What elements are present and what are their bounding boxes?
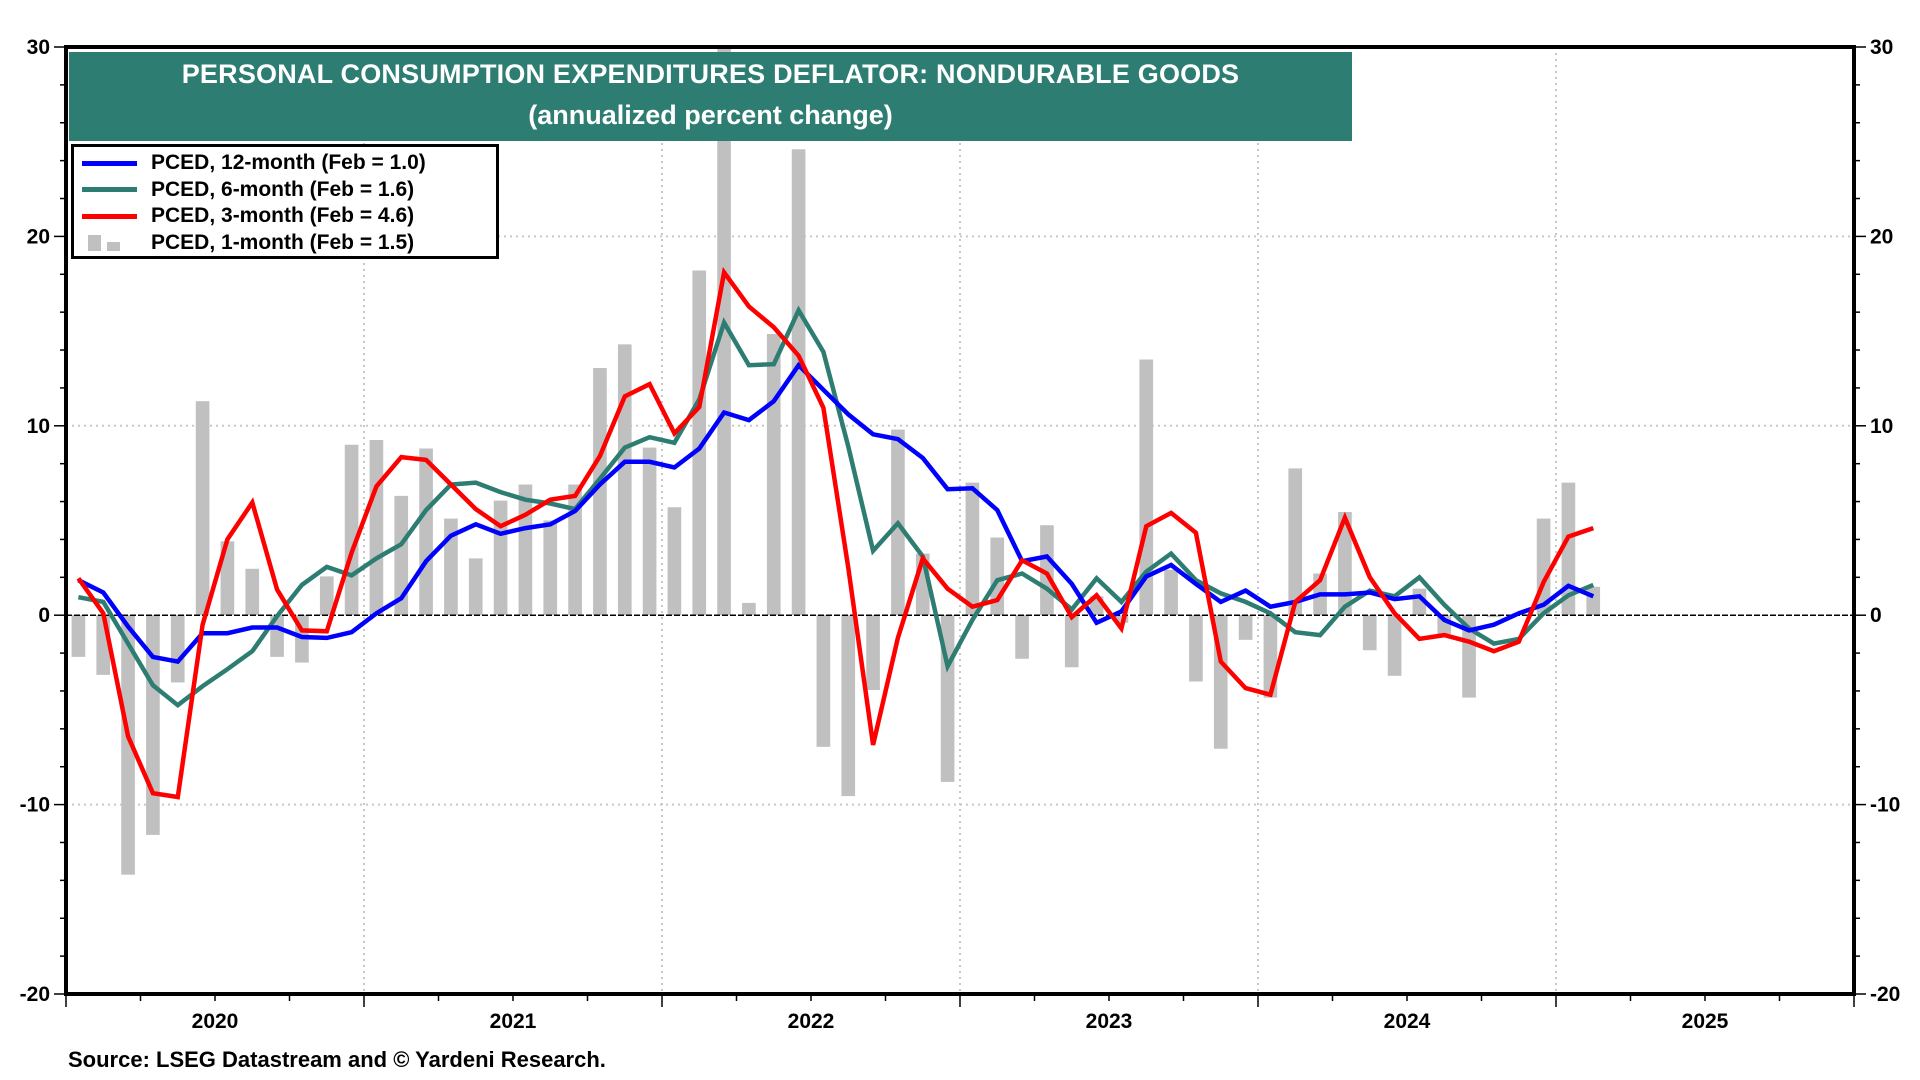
bar [195, 401, 210, 616]
legend-item-3-month: PCED, 3-month (Feb = 4.6) [74, 203, 496, 230]
y-tick-label-right: 30 [1870, 36, 1893, 59]
bar [493, 500, 508, 616]
y-tick-label-left: 10 [27, 415, 50, 438]
bar [344, 444, 359, 616]
bar [617, 344, 632, 616]
bar [642, 447, 657, 616]
bar [791, 149, 806, 616]
legend-item-6-month: PCED, 6-month (Feb = 1.6) [74, 177, 496, 204]
bar [866, 615, 880, 691]
legend-label: PCED, 12-month (Feb = 1.0) [151, 151, 426, 175]
bar [1387, 615, 1402, 676]
line-3-month [76, 266, 1595, 800]
bar [419, 448, 433, 616]
y-tick-label-left: 30 [27, 36, 50, 59]
line-12-month [77, 361, 1595, 665]
chart-title: PERSONAL CONSUMPTION EXPENDITURES DEFLAT… [181, 59, 1240, 89]
bar [1362, 615, 1377, 651]
bar [568, 484, 582, 616]
bar [394, 495, 409, 616]
legend-item-1-month: PCED, 1-month (Feb = 1.5) [74, 230, 496, 257]
bar [319, 576, 334, 616]
legend-item-12-month: PCED, 12-month (Feb = 1.0) [74, 150, 496, 177]
y-tick-label-right: 20 [1870, 225, 1893, 248]
x-tick-label: 2025 [1682, 1010, 1729, 1033]
bar [369, 440, 384, 616]
legend-label: PCED, 1-month (Feb = 1.5) [151, 230, 415, 254]
y-tick-label-left: 20 [27, 225, 50, 248]
bar [1586, 586, 1601, 616]
bar [121, 615, 135, 875]
bar [220, 541, 235, 616]
bar [245, 568, 260, 616]
bar [841, 615, 856, 797]
bar [667, 507, 682, 616]
legend-label: PCED, 3-month (Feb = 4.6) [151, 204, 415, 228]
bar [717, 47, 731, 616]
bar [1189, 615, 1203, 682]
x-tick-label: 2024 [1384, 1010, 1431, 1033]
chart-subtitle: (annualized percent change) [528, 100, 893, 130]
x-tick-label: 2022 [788, 1010, 835, 1033]
y-tick-label-right: 0 [1870, 604, 1882, 627]
bar [468, 558, 483, 616]
legend-swatch-blue-line [82, 160, 137, 166]
y-tick-label-right: -10 [1870, 794, 1900, 817]
chart-title-box: PERSONAL CONSUMPTION EXPENDITURES DEFLAT… [69, 52, 1352, 141]
y-tick-label-right: 10 [1870, 415, 1893, 438]
x-tick-label: 2021 [490, 1010, 537, 1033]
bar-series-1-month [71, 47, 1601, 875]
bar [1238, 615, 1253, 640]
legend-swatch-gray-bars [82, 234, 137, 251]
bar [1338, 511, 1352, 616]
y-tick-label-left: -10 [20, 794, 50, 817]
bar [593, 368, 607, 616]
line-series [76, 266, 1595, 800]
legend-swatch-red-line [82, 213, 137, 219]
legend-label: PCED, 6-month (Feb = 1.6) [151, 177, 415, 201]
bar [1288, 468, 1303, 616]
bar [1462, 615, 1476, 698]
bar [965, 482, 980, 616]
bar [1487, 615, 1501, 618]
bar [816, 615, 831, 747]
bar [170, 615, 185, 683]
legend-swatch-green-line [82, 187, 137, 193]
bar [1164, 569, 1178, 616]
bar [1015, 615, 1029, 659]
bar [1064, 615, 1079, 668]
bar [444, 518, 458, 616]
y-tick-label-right: -20 [1870, 983, 1900, 1006]
source-note: Source: LSEG Datastream and © Yardeni Re… [68, 1047, 606, 1072]
bar [742, 602, 756, 616]
legend: PCED, 12-month (Feb = 1.0) PCED, 6-month… [71, 144, 499, 259]
y-tick-label-left: 0 [38, 604, 50, 627]
bar [1561, 482, 1576, 616]
bar [1139, 359, 1154, 616]
x-tick-label: 2023 [1086, 1010, 1133, 1033]
bar [71, 615, 86, 657]
bar [692, 270, 707, 616]
bar [543, 520, 558, 616]
bar [518, 484, 533, 616]
y-tick-label-left: -20 [20, 983, 50, 1006]
x-tick-label: 2020 [192, 1010, 239, 1033]
bar [766, 333, 781, 616]
